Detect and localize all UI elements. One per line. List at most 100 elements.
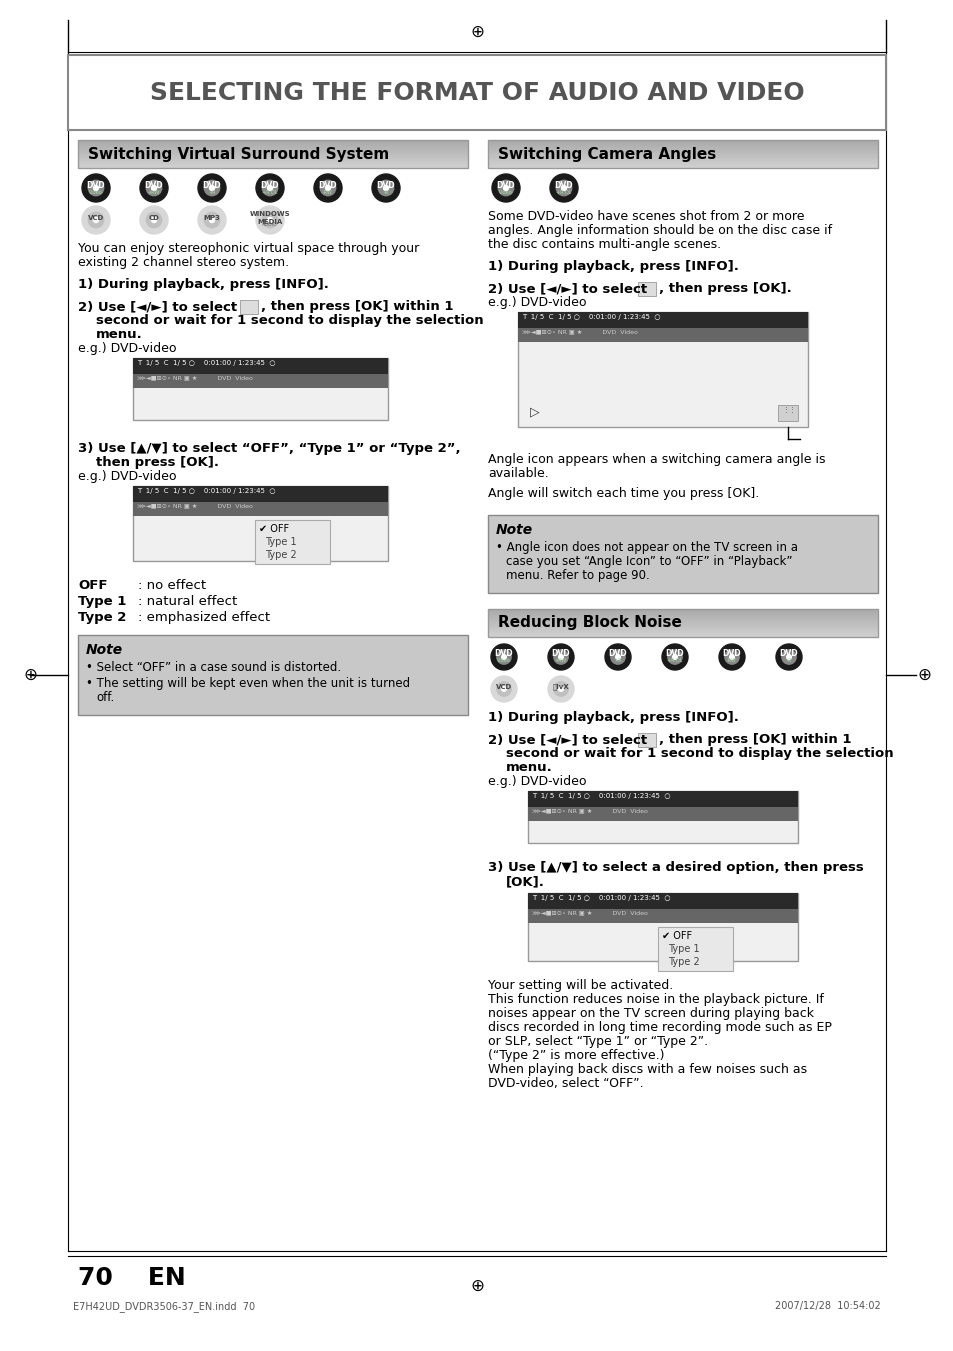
Circle shape <box>93 218 98 223</box>
Text: ✔ OFF: ✔ OFF <box>661 931 691 942</box>
Text: ⋙◄■⊞⊙⋆ NR ▣ ★          DVD  Video: ⋙◄■⊞⊙⋆ NR ▣ ★ DVD Video <box>137 376 253 381</box>
Bar <box>132 358 388 374</box>
Text: Some DVD-video have scenes shot from 2 or more: Some DVD-video have scenes shot from 2 o… <box>488 209 803 223</box>
Text: Video: Video <box>89 189 103 195</box>
Bar <box>638 282 656 296</box>
Text: DVD: DVD <box>87 181 105 189</box>
Text: WINDOWS
MEDIA: WINDOWS MEDIA <box>250 212 290 224</box>
Text: , then press [OK] within 1: , then press [OK] within 1 <box>659 734 851 746</box>
Circle shape <box>325 185 330 190</box>
Text: DVD: DVD <box>202 181 221 189</box>
Text: +RW: +RW <box>555 658 566 663</box>
Bar <box>255 520 330 563</box>
Circle shape <box>661 644 687 670</box>
Circle shape <box>204 212 219 228</box>
Text: ⊕: ⊕ <box>470 23 483 41</box>
Text: +R DL: +R DL <box>262 189 277 195</box>
Circle shape <box>610 650 624 665</box>
Text: noises appear on the TV screen during playing back: noises appear on the TV screen during pl… <box>488 1006 813 1020</box>
Text: DVD: DVD <box>495 650 513 658</box>
Circle shape <box>146 180 161 196</box>
Text: Video: Video <box>497 658 511 663</box>
Text: DVD: DVD <box>779 650 798 658</box>
Text: 1) During playback, press [INFO].: 1) During playback, press [INFO]. <box>488 711 739 724</box>
Text: or SLP, select “Type 1” or “Type 2”.: or SLP, select “Type 1” or “Type 2”. <box>488 1035 707 1048</box>
Circle shape <box>501 686 506 692</box>
Circle shape <box>497 650 511 665</box>
Circle shape <box>267 185 273 190</box>
Bar <box>132 503 388 516</box>
Text: 1) During playback, press [INFO].: 1) During playback, press [INFO]. <box>488 259 739 273</box>
Text: off.: off. <box>96 690 114 704</box>
Circle shape <box>198 205 226 234</box>
Text: e.g.) DVD-video: e.g.) DVD-video <box>78 470 176 484</box>
Bar <box>638 734 656 747</box>
Text: T  1/ 5  C  1/ 5 ○    0:01:00 / 1:23:45  ○: T 1/ 5 C 1/ 5 ○ 0:01:00 / 1:23:45 ○ <box>521 313 659 320</box>
Text: Reducing Block Noise: Reducing Block Noise <box>497 616 681 631</box>
Text: available.: available. <box>488 467 548 480</box>
Circle shape <box>781 650 796 665</box>
Circle shape <box>146 212 161 228</box>
Circle shape <box>786 655 790 659</box>
Circle shape <box>82 205 110 234</box>
Text: • The setting will be kept even when the unit is turned: • The setting will be kept even when the… <box>86 677 410 690</box>
Text: DVD: DVD <box>497 181 515 189</box>
Text: , then press [OK] within 1: , then press [OK] within 1 <box>261 300 453 313</box>
Bar <box>517 312 807 427</box>
Bar <box>78 635 468 715</box>
Circle shape <box>383 185 388 190</box>
Text: SELECTING THE FORMAT OF AUDIO AND VIDEO: SELECTING THE FORMAT OF AUDIO AND VIDEO <box>150 81 803 104</box>
Text: Angle will switch each time you press [OK].: Angle will switch each time you press [O… <box>488 486 759 500</box>
Text: T  1/ 5  C  1/ 5 ○    0:01:00 / 1:23:45  ○: T 1/ 5 C 1/ 5 ○ 0:01:00 / 1:23:45 ○ <box>137 359 275 366</box>
Text: Type 2: Type 2 <box>667 957 699 967</box>
Text: T  1/ 5  C  1/ 5 ○    0:01:00 / 1:23:45  ○: T 1/ 5 C 1/ 5 ○ 0:01:00 / 1:23:45 ○ <box>532 793 670 798</box>
Text: ⊕: ⊕ <box>470 1277 483 1296</box>
Text: 3) Use [▲/▼] to select “OFF”, “Type 1” or “Type 2”,: 3) Use [▲/▼] to select “OFF”, “Type 1” o… <box>78 442 460 455</box>
Circle shape <box>558 655 563 659</box>
Text: Switching Virtual Surround System: Switching Virtual Surround System <box>88 146 389 162</box>
Bar <box>527 790 797 807</box>
Text: : no effect: : no effect <box>138 580 206 592</box>
Text: menu.: menu. <box>505 761 552 774</box>
Circle shape <box>210 218 214 223</box>
Text: E7H42UD_DVDR3506-37_EN.indd  70: E7H42UD_DVDR3506-37_EN.indd 70 <box>73 1301 254 1312</box>
Bar <box>527 790 797 843</box>
Text: Your setting will be activated.: Your setting will be activated. <box>488 979 673 992</box>
Bar <box>488 515 877 593</box>
Text: e.g.) DVD-video: e.g.) DVD-video <box>488 775 586 788</box>
Text: -R: -R <box>785 658 791 663</box>
Text: then press [OK].: then press [OK]. <box>96 457 219 469</box>
Text: Switching Camera Angles: Switching Camera Angles <box>497 146 716 162</box>
Circle shape <box>492 174 519 203</box>
Bar <box>78 141 468 168</box>
Text: the disc contains multi-angle scenes.: the disc contains multi-angle scenes. <box>488 238 720 251</box>
Text: DVD: DVD <box>554 181 573 189</box>
Text: 3) Use [▲/▼] to select a desired option, then press: 3) Use [▲/▼] to select a desired option,… <box>488 861 862 874</box>
Text: +R: +R <box>208 189 215 195</box>
Circle shape <box>547 676 574 703</box>
Text: DVD: DVD <box>608 650 627 658</box>
Circle shape <box>267 218 273 223</box>
Text: menu.: menu. <box>96 328 143 340</box>
Bar <box>517 312 807 328</box>
Circle shape <box>672 655 677 659</box>
Text: ⋮⋮: ⋮⋮ <box>782 407 796 412</box>
Text: • Select “OFF” in a case sound is distorted.: • Select “OFF” in a case sound is distor… <box>86 661 341 674</box>
Circle shape <box>775 644 801 670</box>
Circle shape <box>667 650 681 665</box>
Circle shape <box>554 682 568 696</box>
Circle shape <box>561 185 566 190</box>
Circle shape <box>503 185 508 190</box>
Bar <box>657 927 732 971</box>
Circle shape <box>262 180 277 196</box>
Text: : natural effect: : natural effect <box>138 594 237 608</box>
Circle shape <box>729 655 734 659</box>
Text: menu. Refer to page 90.: menu. Refer to page 90. <box>505 569 649 582</box>
Circle shape <box>547 644 574 670</box>
Text: When playing back discs with a few noises such as: When playing back discs with a few noise… <box>488 1063 806 1075</box>
Text: Type 2: Type 2 <box>78 611 126 624</box>
Text: , then press [OK].: , then press [OK]. <box>659 282 791 295</box>
Text: Type 2: Type 2 <box>265 550 296 561</box>
Bar <box>517 328 807 342</box>
Bar <box>68 55 885 130</box>
